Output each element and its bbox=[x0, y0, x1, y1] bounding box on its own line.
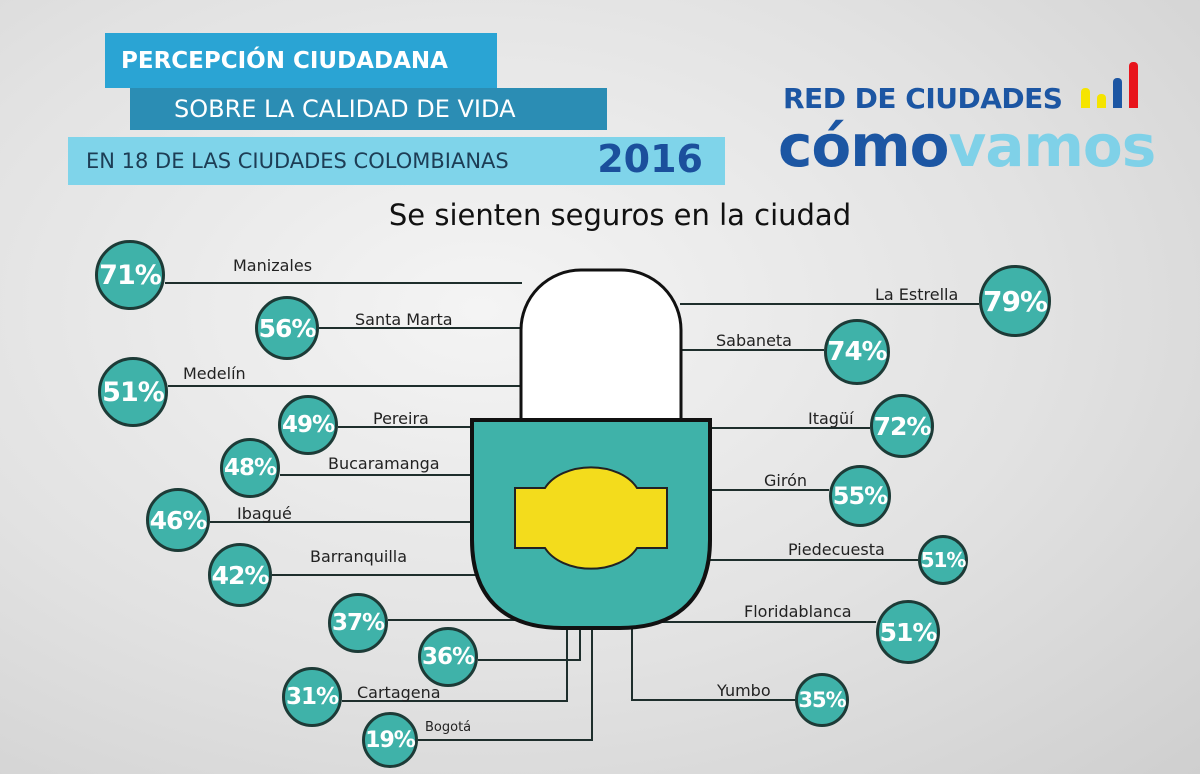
value-bubble: 42% bbox=[208, 543, 272, 607]
city-label: Floridablanca bbox=[744, 602, 852, 621]
city-label: Girón bbox=[764, 471, 807, 490]
header-line-1-text: PERCEPCIÓN CIUDADANA bbox=[121, 47, 448, 74]
city-label: Barranquilla bbox=[310, 547, 408, 566]
header-line-2: SOBRE LA CALIDAD DE VIDA bbox=[130, 88, 607, 130]
value-bubble: 79% bbox=[979, 265, 1051, 337]
value-bubble: 37% bbox=[328, 593, 388, 653]
city-label: Piedecuesta bbox=[788, 540, 885, 559]
logo-bar bbox=[1129, 62, 1138, 108]
year: 2016 bbox=[597, 137, 703, 181]
value-bubble: 48% bbox=[220, 438, 280, 498]
value-bubble: 51% bbox=[98, 357, 168, 427]
logo-word-a: cómo bbox=[778, 112, 950, 180]
value-bubble: 36% bbox=[418, 627, 478, 687]
value-bubble: 35% bbox=[795, 673, 849, 727]
value-bubble: 31% bbox=[282, 667, 342, 727]
city-label: Manizales bbox=[233, 256, 313, 275]
city-label: Sabaneta bbox=[716, 331, 792, 350]
city-label: Itagüí bbox=[808, 409, 854, 428]
chart-title: Se sienten seguros en la ciudad bbox=[388, 198, 852, 232]
city-label: Cartagena bbox=[357, 683, 441, 702]
header-line-1: PERCEPCIÓN CIUDADANA bbox=[105, 33, 497, 88]
keyhole-icon bbox=[514, 466, 668, 570]
value-bubble: 72% bbox=[870, 394, 934, 458]
value-bubble: 51% bbox=[876, 600, 940, 664]
value-bubble: 74% bbox=[824, 319, 890, 385]
header-line-2-text: SOBRE LA CALIDAD DE VIDA bbox=[174, 95, 516, 123]
value-bubble: 19% bbox=[362, 712, 418, 768]
city-label: Bogotá bbox=[425, 720, 472, 735]
value-bubble: 71% bbox=[95, 240, 165, 310]
city-label: Ibagué bbox=[237, 504, 292, 523]
logo-top-text: RED DE CIUDADES bbox=[783, 82, 1063, 115]
city-label: Medelín bbox=[183, 364, 246, 383]
city-label: Santa Marta bbox=[355, 310, 453, 329]
city-label: Yumbo bbox=[717, 681, 771, 700]
logo-word-b: vamos bbox=[948, 112, 1157, 180]
logo-bar bbox=[1081, 88, 1090, 108]
connector-lines bbox=[165, 282, 979, 741]
logo-wordmark: cómovamos bbox=[778, 112, 1157, 180]
value-bubble: 49% bbox=[278, 395, 338, 455]
header-line-3-text: EN 18 DE LAS CIUDADES COLOMBIANAS bbox=[86, 149, 509, 173]
city-label: La Estrella bbox=[875, 285, 959, 304]
city-label: Bucaramanga bbox=[328, 454, 440, 473]
value-bubble: 56% bbox=[255, 296, 319, 360]
logo-bar bbox=[1097, 94, 1106, 108]
value-bubble: 51% bbox=[918, 535, 968, 585]
value-bubble: 46% bbox=[146, 488, 210, 552]
header-line-3: EN 18 DE LAS CIUDADES COLOMBIANAS 2016 bbox=[68, 137, 725, 185]
logo-bar bbox=[1113, 78, 1122, 108]
lock-shackle bbox=[519, 268, 683, 420]
value-bubble: 55% bbox=[829, 465, 891, 527]
city-label: Pereira bbox=[373, 409, 429, 428]
